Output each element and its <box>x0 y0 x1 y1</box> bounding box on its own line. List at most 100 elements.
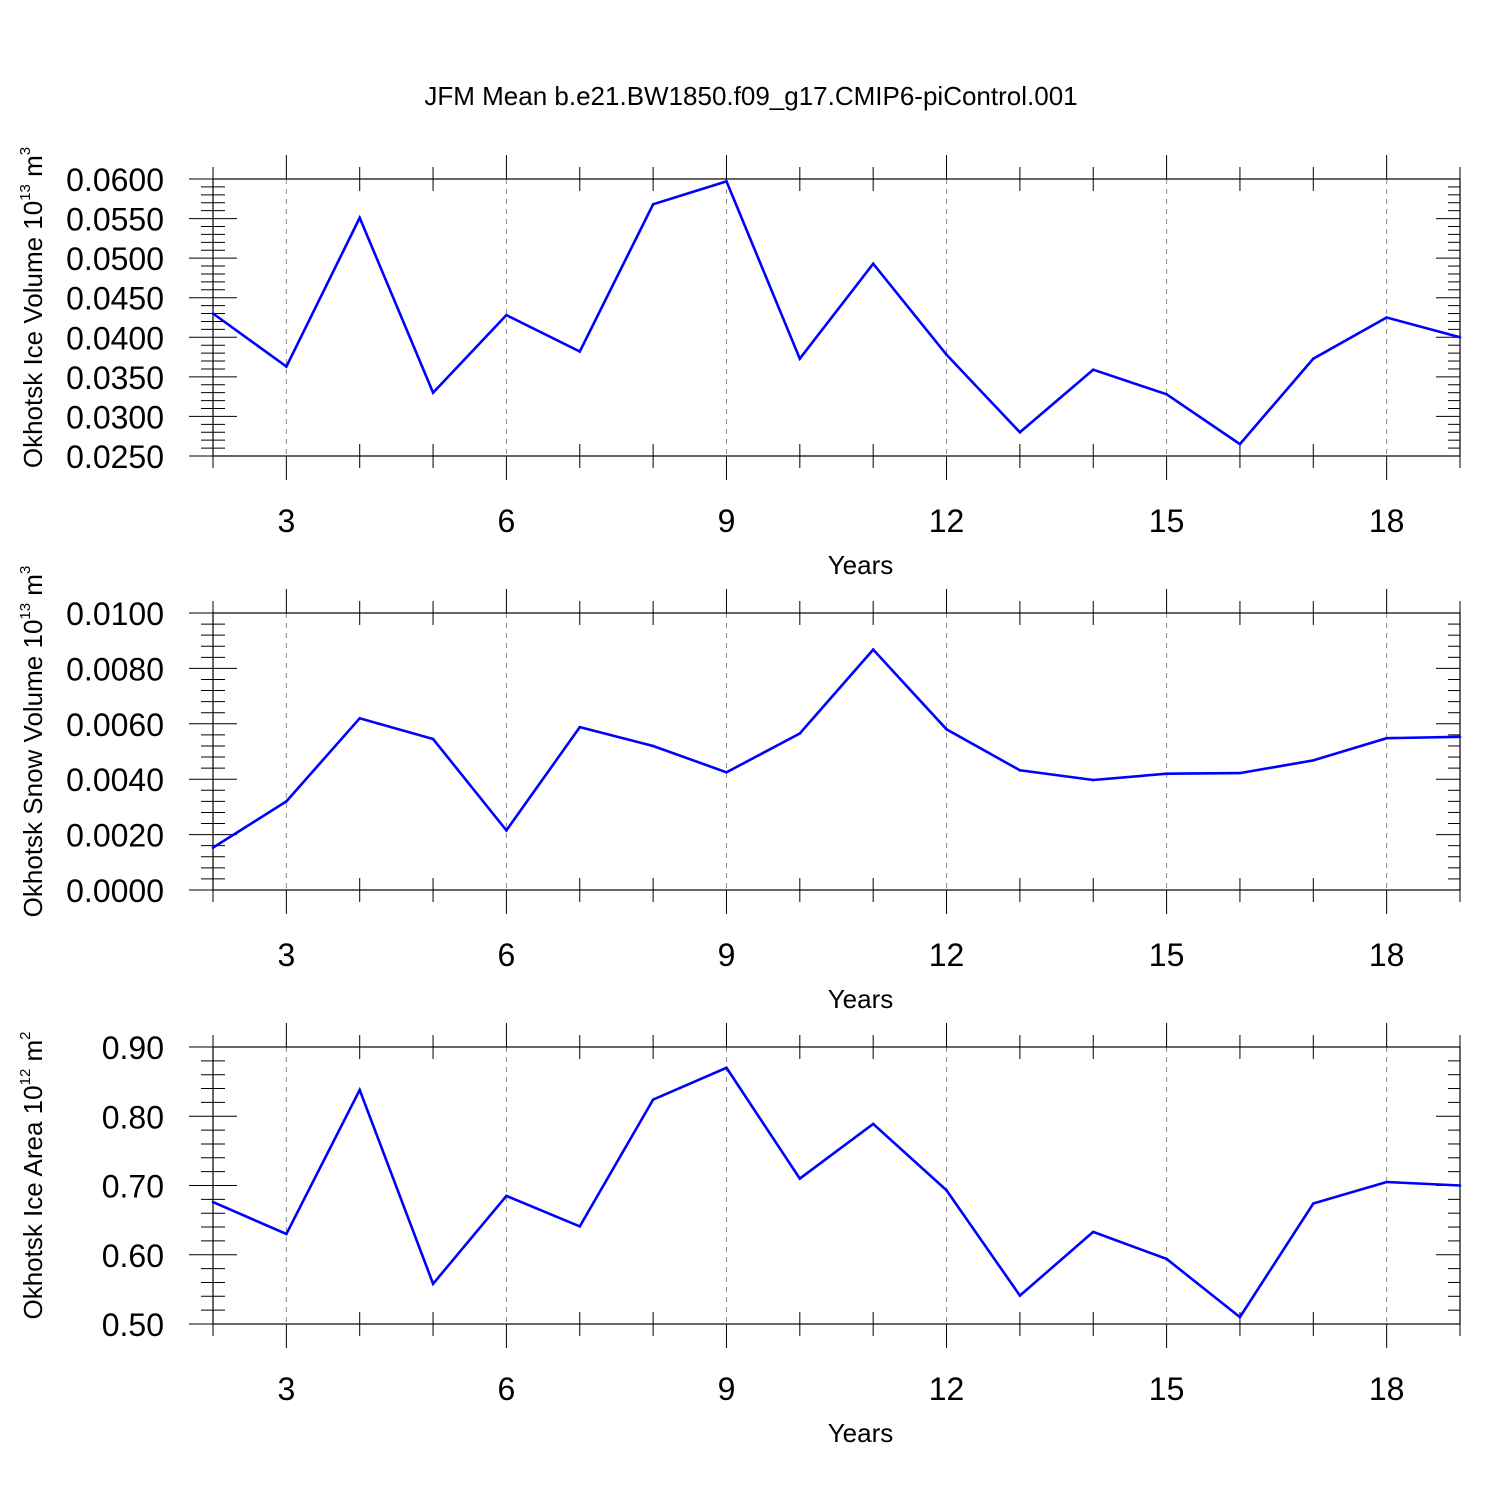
x-tick-label: 15 <box>1149 1371 1185 1407</box>
y-tick-label: 0.80 <box>102 1099 164 1135</box>
data-point <box>1311 357 1315 360</box>
y-tick-label: 0.0450 <box>66 281 164 317</box>
y-tick-label: 0.0060 <box>66 707 164 743</box>
panel-3: 3 6 9 12 15 18 0.50 0.60 0.70 0.80 0.90 Years Okhots… <box>17 1023 1462 1448</box>
data-point <box>1385 316 1388 319</box>
data-point <box>211 846 215 849</box>
data-point <box>871 262 875 265</box>
y-tick-label: 0.0080 <box>66 651 164 687</box>
series-line <box>212 647 1461 849</box>
data-point <box>945 353 948 356</box>
data-point <box>1385 736 1388 740</box>
data-point <box>945 1189 948 1192</box>
data-point <box>285 800 288 803</box>
y-tick-label: 0.0250 <box>66 439 164 475</box>
data-point <box>1311 1202 1315 1205</box>
data-point <box>725 770 728 774</box>
data-point <box>1238 771 1242 775</box>
data-point <box>798 732 802 735</box>
data-point <box>1458 1184 1462 1187</box>
series-line <box>212 1066 1461 1320</box>
x-tick-label: 6 <box>498 503 516 539</box>
data-point <box>1165 1257 1168 1261</box>
data-point <box>505 829 508 832</box>
x-tick-label: 9 <box>718 503 736 539</box>
data-point <box>211 312 215 315</box>
data-point <box>725 1066 728 1070</box>
data-point <box>1165 772 1168 775</box>
x-tick-label: 18 <box>1369 503 1405 539</box>
y-axis-label: Okhotsk Ice Volume 1013 m3 <box>17 147 48 468</box>
data-point <box>798 1177 802 1180</box>
data-point <box>1458 735 1462 739</box>
data-point <box>505 1194 508 1198</box>
chart-title: JFM Mean b.e21.BW1850.f09_g17.CMIP6-piCo… <box>424 81 1077 111</box>
x-tick-label: 15 <box>1149 937 1185 973</box>
data-point <box>1018 1294 1022 1297</box>
x-tick-label: 9 <box>718 1371 736 1407</box>
plot-frame <box>212 612 1461 891</box>
data-point <box>431 1282 435 1286</box>
x-tick-label: 15 <box>1149 503 1185 539</box>
data-point <box>431 391 435 394</box>
data-point <box>1091 368 1095 372</box>
data-point <box>651 1098 655 1101</box>
data-point <box>358 216 362 220</box>
y-tick-label: 0.60 <box>102 1238 164 1274</box>
x-axis-label: Years <box>828 550 894 580</box>
data-point <box>358 716 362 720</box>
data-point <box>871 1122 875 1126</box>
data-point <box>578 350 582 353</box>
y-tick-label: 0.0400 <box>66 320 164 356</box>
y-tick-label: 0.0000 <box>66 873 164 909</box>
data-point <box>1311 759 1315 762</box>
y-tick-label: 0.0040 <box>66 762 164 798</box>
x-tick-label: 9 <box>718 937 736 973</box>
y-axis-label: Okhotsk Snow Volume 1013 m3 <box>17 566 48 918</box>
x-tick-label: 3 <box>277 937 295 973</box>
y-tick-label: 0.0350 <box>66 360 164 396</box>
data-point <box>578 725 582 729</box>
data-point <box>358 1088 362 1092</box>
data-point <box>1238 442 1242 446</box>
panel-2: 3 6 9 12 15 18 0.0000 0.0020 0.0040 0.0060 0.0080 0… <box>17 566 1462 1014</box>
x-tick-label: 3 <box>277 503 295 539</box>
data-point <box>211 1200 215 1204</box>
data-point <box>1091 1230 1095 1234</box>
y-tick-label: 0.0500 <box>66 241 164 277</box>
x-tick-label: 12 <box>929 1371 965 1407</box>
x-axis-label: Years <box>828 984 894 1014</box>
plot-frame <box>212 178 1461 457</box>
y-axis-label: Okhotsk Ice Area 1012 m2 <box>17 1031 48 1319</box>
x-axis-label: Years <box>828 1418 894 1448</box>
x-tick-label: 6 <box>498 1371 516 1407</box>
data-point <box>1385 1180 1388 1184</box>
data-point <box>798 357 802 360</box>
data-point <box>1238 1315 1242 1319</box>
x-tick-label: 3 <box>277 1371 295 1407</box>
y-tick-label: 0.0100 <box>66 596 164 632</box>
x-tick-label: 12 <box>929 503 965 539</box>
data-point <box>578 1225 582 1228</box>
y-tick-label: 0.0550 <box>66 202 164 238</box>
y-tick-label: 0.0300 <box>66 399 164 435</box>
y-tick-label: 0.70 <box>102 1169 164 1205</box>
x-tick-label: 18 <box>1369 937 1405 973</box>
data-point <box>1018 769 1022 772</box>
data-point <box>1165 392 1168 396</box>
data-point <box>431 737 435 741</box>
plot-frame <box>212 1046 1461 1325</box>
x-tick-label: 12 <box>929 937 965 973</box>
data-point <box>285 365 288 368</box>
data-point <box>945 728 948 731</box>
x-tick-label: 18 <box>1369 1371 1405 1407</box>
data-point <box>871 648 875 651</box>
y-tick-label: 0.0600 <box>66 162 164 198</box>
y-tick-label: 0.90 <box>102 1030 164 1066</box>
data-point <box>1018 430 1022 434</box>
x-tick-label: 6 <box>498 937 516 973</box>
y-tick-label: 0.50 <box>102 1307 164 1343</box>
y-tick-label: 0.0020 <box>66 818 164 854</box>
